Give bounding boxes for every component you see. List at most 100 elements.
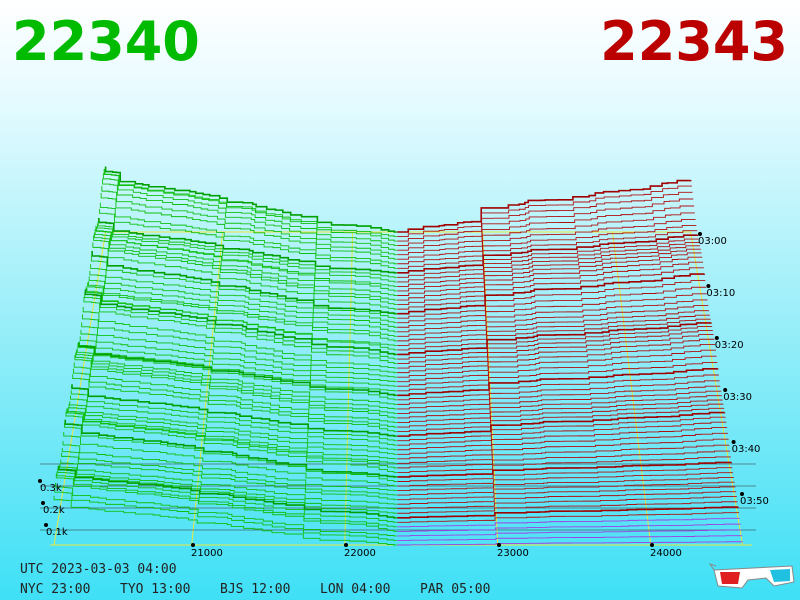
time-tick bbox=[740, 492, 744, 496]
ask-depth-line bbox=[397, 517, 740, 528]
ask-depth-line bbox=[397, 506, 739, 519]
bid-depth-line bbox=[66, 408, 397, 469]
ask-depth-line bbox=[397, 467, 733, 482]
bid-depth-line bbox=[80, 329, 397, 383]
bid-depth-line bbox=[102, 178, 397, 251]
time-tick bbox=[706, 284, 711, 288]
bid-depth-line bbox=[61, 448, 397, 496]
ask-depth-line bbox=[397, 496, 737, 510]
ask-depth-line bbox=[397, 219, 696, 260]
ask-depth-line bbox=[397, 248, 701, 292]
ask-depth-line bbox=[397, 212, 695, 256]
ask-depth-line bbox=[397, 368, 719, 397]
ask-depth-line bbox=[397, 318, 711, 351]
bid-depth-line bbox=[57, 468, 397, 523]
bid-depth-line bbox=[103, 169, 397, 242]
ask-depth-line bbox=[397, 491, 737, 505]
axis-labels: 21000 22000 23000 24000 0.3k 0.2k 0.1k 03:00 03:… bbox=[38, 232, 769, 559]
ask-depth-line bbox=[397, 234, 699, 274]
bid-depth-line bbox=[64, 422, 397, 482]
ask-depth-line bbox=[397, 395, 722, 419]
ask-depth-line bbox=[397, 179, 692, 233]
time-tick bbox=[698, 232, 702, 236]
bid-depth-line bbox=[104, 166, 397, 233]
ask-depth-line bbox=[397, 334, 714, 369]
ask-depth-line bbox=[397, 242, 700, 283]
depth-label: 0.1k bbox=[46, 527, 68, 538]
price-label: 24000 bbox=[650, 548, 682, 559]
bid-depth-line bbox=[88, 276, 397, 333]
ask-depth-line bbox=[397, 280, 706, 319]
ask-depth-line bbox=[397, 472, 734, 487]
bid-depth-line bbox=[73, 368, 397, 428]
ask-depth-line bbox=[397, 314, 710, 346]
bid-depth-line bbox=[61, 452, 397, 501]
ask-depth-line bbox=[397, 399, 723, 423]
bid-depth-line bbox=[71, 384, 397, 437]
ask-depth-line bbox=[397, 403, 724, 428]
bid-depth-line bbox=[67, 408, 397, 464]
ask-depth-line bbox=[397, 456, 731, 473]
bid-depth-line bbox=[82, 307, 397, 369]
ask-depth-line bbox=[397, 427, 728, 451]
bid-depth-line bbox=[58, 465, 397, 514]
bid-price: 22340 bbox=[12, 10, 200, 73]
price-tick bbox=[344, 543, 348, 547]
depth-lines bbox=[53, 166, 744, 546]
ask-depth-line bbox=[397, 261, 704, 306]
bid-depth-line bbox=[93, 235, 397, 306]
bid-depth-line bbox=[59, 463, 397, 510]
ask-depth-line bbox=[397, 541, 744, 546]
ask-depth-line bbox=[397, 416, 726, 442]
bid-depth-line bbox=[85, 286, 397, 351]
ask-depth-line bbox=[397, 380, 720, 405]
depth-tick bbox=[38, 479, 42, 483]
ask-depth-line bbox=[397, 205, 695, 251]
bid-depth-line bbox=[73, 362, 397, 423]
ask-depth-line bbox=[397, 390, 722, 414]
bid-depth-line bbox=[92, 242, 397, 310]
ask-depth-line bbox=[397, 501, 738, 514]
bid-depth-line bbox=[96, 223, 397, 283]
ask-depth-line bbox=[397, 293, 707, 328]
time-tick bbox=[714, 336, 719, 340]
zone-time: BJS 12:00 bbox=[220, 582, 290, 597]
time-label: 03:30 bbox=[723, 392, 752, 403]
ask-depth-line bbox=[397, 512, 740, 523]
bid-depth-line bbox=[57, 465, 397, 519]
ask-depth-line bbox=[397, 438, 729, 460]
time-label: 03:10 bbox=[706, 288, 735, 299]
price-tick bbox=[191, 543, 195, 547]
ask-depth-line bbox=[397, 224, 697, 265]
ask-depth-line bbox=[397, 450, 731, 469]
bid-depth-line bbox=[102, 173, 397, 247]
ask-depth-line bbox=[397, 191, 693, 242]
depth-tick bbox=[41, 501, 45, 505]
ask-depth-line bbox=[397, 523, 741, 532]
zone-time: NYC 23:00 bbox=[20, 582, 90, 597]
ask-depth-line bbox=[397, 344, 716, 378]
price-tick bbox=[497, 543, 501, 547]
price-tick bbox=[650, 543, 654, 547]
ask-depth-line bbox=[397, 421, 727, 446]
bid-depth-line bbox=[79, 336, 397, 387]
floor-grid bbox=[191, 231, 224, 546]
utc-time: UTC 2023-03-03 04:00 bbox=[20, 562, 177, 577]
ask-depth-line bbox=[397, 432, 728, 455]
ask-depth-line bbox=[397, 252, 702, 296]
bid-depth-line bbox=[83, 296, 397, 365]
floor-grid bbox=[612, 231, 652, 546]
bid-depth-line bbox=[62, 441, 397, 492]
floor-grid bbox=[690, 231, 744, 546]
ask-depth-line bbox=[397, 481, 735, 496]
bid-depth-line bbox=[65, 411, 397, 473]
bid-depth-line bbox=[79, 341, 397, 392]
zone-time: PAR 05:00 bbox=[420, 582, 490, 597]
ask-depth-line bbox=[397, 374, 719, 401]
bid-depth-line bbox=[55, 473, 397, 532]
time-label: 03:40 bbox=[732, 444, 761, 455]
ask-depth-line bbox=[397, 299, 708, 333]
ask-depth-line bbox=[397, 411, 726, 437]
bid-depth-line bbox=[99, 202, 397, 265]
